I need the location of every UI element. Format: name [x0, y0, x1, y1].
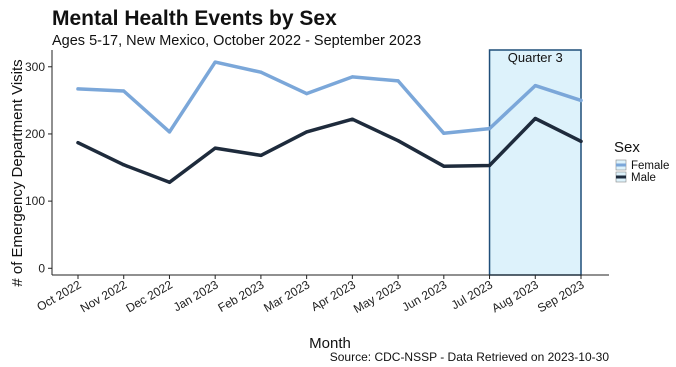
y-tick-label: 300 [25, 60, 45, 74]
x-tick-label: Aug 2023 [489, 277, 541, 315]
data-point-male [167, 180, 172, 184]
highlight-label: Quarter 3 [508, 50, 563, 65]
data-point-male [122, 163, 126, 167]
data-point-male [350, 117, 354, 121]
data-point-male [213, 146, 217, 150]
x-tick-label: Oct 2022 [34, 277, 83, 314]
x-tick-label: Mar 2023 [261, 277, 312, 315]
x-tick-label: Jul 2023 [449, 277, 496, 312]
chart-subtitle: Ages 5-17, New Mexico, October 2022 - Se… [52, 33, 421, 49]
data-point-female [396, 79, 400, 83]
source-caption: Source: CDC-NSSP - Data Retrieved on 202… [330, 350, 610, 364]
data-point-female [533, 83, 537, 88]
data-point-male [487, 163, 492, 168]
x-tick-label: Feb 2023 [215, 277, 266, 315]
x-tick-label: Nov 2022 [78, 277, 130, 315]
data-point-male [579, 139, 583, 143]
y-tick-label: 100 [25, 194, 45, 208]
series-line-female [76, 60, 583, 136]
data-point-female [487, 126, 492, 131]
data-point-female [350, 75, 354, 79]
series-layer [76, 60, 583, 185]
data-point-female [442, 131, 446, 135]
data-point-female [579, 98, 583, 102]
data-point-male [533, 116, 537, 121]
data-point-female [259, 70, 263, 74]
x-tick-label: Dec 2022 [123, 277, 175, 315]
data-point-male [442, 164, 446, 168]
data-point-male [76, 141, 80, 145]
legend-title: Sex [614, 139, 640, 156]
data-point-male [259, 153, 263, 158]
data-point-male [305, 130, 309, 134]
x-tick-label: Jun 2023 [400, 277, 450, 314]
data-point-female [167, 130, 172, 134]
y-axis-title: # of Emergency Department Visits [9, 59, 26, 286]
legend-label-male: Male [631, 172, 656, 184]
highlight-layer: Quarter 3 [488, 49, 582, 276]
data-point-female [76, 87, 80, 91]
data-point-female [122, 89, 126, 93]
y-tick-label: 0 [38, 261, 45, 275]
axes [48, 50, 609, 279]
x-tick-label: Jan 2023 [171, 277, 221, 314]
data-point-male [396, 139, 400, 143]
highlight-band [488, 49, 582, 276]
legend-label-female: Female [631, 160, 669, 172]
x-tick-label: May 2023 [351, 277, 404, 316]
data-point-female [305, 92, 309, 96]
x-axis-title: Month [309, 335, 351, 352]
series-line-male [76, 116, 583, 185]
x-tick-label: Apr 2023 [309, 277, 358, 314]
x-tick-label: Sep 2023 [535, 277, 587, 315]
data-point-female [213, 60, 217, 64]
y-tick-label: 200 [25, 127, 45, 141]
chart-title: Mental Health Events by Sex [52, 7, 337, 30]
